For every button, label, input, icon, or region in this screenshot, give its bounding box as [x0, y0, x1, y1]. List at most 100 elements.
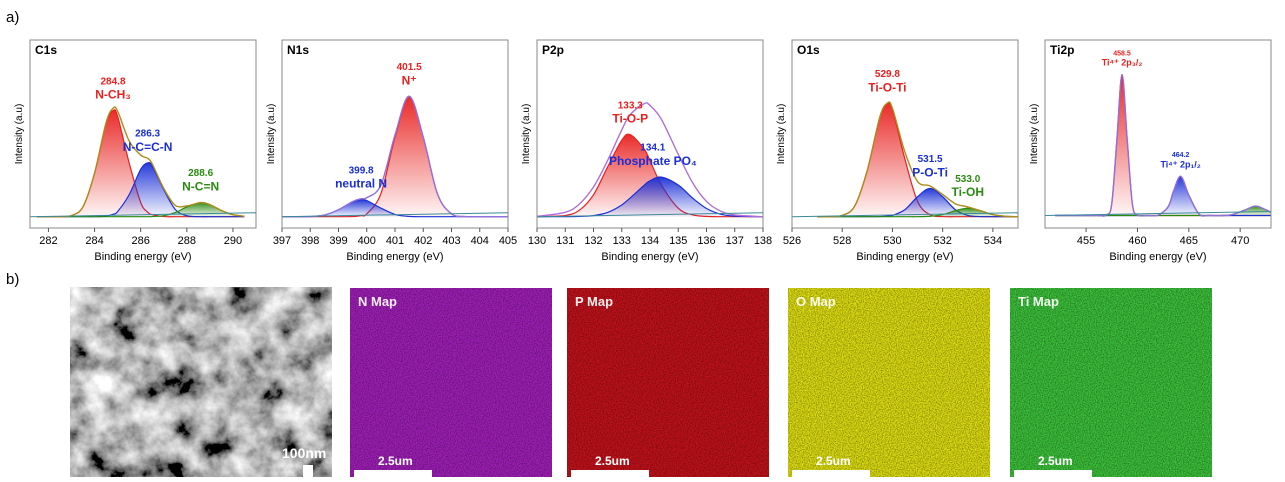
x-tick-label: 526	[783, 235, 801, 247]
peak-position: 401.5	[397, 62, 422, 73]
plot-area	[792, 101, 1018, 218]
chart-title: P2p	[542, 43, 564, 57]
panel-label: a)	[6, 9, 19, 26]
scale-label: 2.5um	[595, 454, 630, 468]
scale-label: 100nm	[282, 445, 326, 461]
peak-area	[36, 162, 245, 217]
x-tick-label: 460	[1128, 235, 1146, 247]
peak-position: 533.0	[955, 174, 980, 185]
x-tick-label: 399	[329, 235, 347, 247]
x-axis-label: Binding energy (eV)	[856, 251, 953, 263]
map-title: N Map	[358, 294, 397, 309]
plot-area	[282, 95, 508, 218]
peak-label: N⁺	[402, 73, 417, 87]
scale-label: 2.5um	[378, 454, 413, 468]
y-axis-label: Intensity (a.u)	[521, 104, 532, 165]
map-texture	[350, 288, 552, 477]
peak-label: Ti-O-Ti	[868, 81, 906, 95]
scale-bar	[303, 465, 313, 477]
peak-position: 286.3	[135, 129, 160, 140]
peak-area	[537, 134, 763, 217]
x-tick-label: 397	[273, 235, 291, 247]
peak-position: 284.8	[101, 76, 126, 87]
chart-title: N1s	[287, 43, 309, 57]
x-axis-label: Binding energy (eV)	[1109, 251, 1206, 263]
x-tick-label: 135	[669, 235, 687, 247]
x-tick-label: 136	[697, 235, 715, 247]
plot-frame	[791, 39, 1019, 229]
scale-bar	[571, 470, 649, 477]
peak-label: Ti⁴⁺ 2p₁/₂	[1160, 160, 1200, 170]
peak-label: N-C=N	[182, 179, 219, 193]
x-tick-label: 286	[132, 235, 150, 247]
peak-position: 288.6	[188, 168, 213, 179]
peak-area	[282, 96, 508, 217]
plot-frame	[29, 39, 257, 229]
x-tick-label: 138	[754, 235, 772, 247]
x-tick-label: 530	[883, 235, 901, 247]
envelope-line	[282, 95, 508, 218]
plot-area	[1045, 73, 1271, 217]
map-texture	[788, 288, 990, 477]
peak-area	[817, 102, 1018, 217]
map-texture	[567, 288, 769, 477]
scale-label: 2.5um	[816, 454, 851, 468]
peak-label: N-C=C-N	[123, 140, 173, 154]
sem-image	[70, 287, 332, 477]
peak-label: Phosphate PO₄	[609, 154, 697, 168]
map-texture	[1010, 288, 1212, 477]
x-tick-label: 134	[641, 235, 659, 247]
x-tick-label: 290	[224, 235, 242, 247]
x-tick-label: 405	[499, 235, 517, 247]
x-tick-label: 132	[584, 235, 602, 247]
peak-position: 133.3	[618, 100, 643, 111]
peak-area	[817, 208, 1018, 217]
peak-label: neutral N	[335, 177, 387, 191]
plot-area	[30, 106, 256, 218]
peak-label: Ti-O-P	[612, 112, 648, 126]
map-title: P Map	[575, 294, 613, 309]
x-tick-label: 534	[984, 235, 1002, 247]
chart-title: C1s	[35, 43, 57, 57]
envelope-line	[36, 106, 245, 218]
chart-title: O1s	[797, 43, 820, 57]
peak-label: P-O-Ti	[912, 165, 948, 179]
x-tick-label: 284	[85, 235, 103, 247]
x-tick-label: 130	[528, 235, 546, 247]
baseline	[30, 212, 256, 218]
x-tick-label: 288	[178, 235, 196, 247]
peak-label: Ti-OH	[952, 185, 984, 199]
peak-area	[1055, 176, 1271, 216]
scale-bar	[1014, 470, 1092, 477]
x-tick-label: 403	[442, 235, 460, 247]
peak-line	[1055, 175, 1271, 217]
plot-frame	[1044, 39, 1272, 229]
baseline	[1045, 210, 1271, 216]
peak-label: N-CH₃	[95, 88, 131, 102]
peak-area	[282, 199, 508, 217]
peak-area	[817, 188, 1018, 217]
map-title: O Map	[796, 294, 836, 309]
x-tick-label: 465	[1180, 235, 1198, 247]
plot-area	[537, 102, 763, 218]
peak-area	[1055, 206, 1271, 216]
envelope-line	[817, 101, 1018, 218]
map-title: Ti Map	[1018, 294, 1059, 309]
x-tick-label: 528	[833, 235, 851, 247]
scale-bar	[792, 470, 870, 477]
x-tick-label: 398	[301, 235, 319, 247]
x-axis-label: Binding energy (eV)	[601, 251, 698, 263]
baseline	[282, 212, 508, 218]
y-axis-label: Intensity (a.u)	[776, 104, 787, 165]
baseline	[537, 212, 763, 218]
baseline	[792, 212, 1018, 218]
x-tick-label: 400	[358, 235, 376, 247]
peak-label: Ti⁴⁺ 2p₃/₂	[1102, 58, 1143, 68]
x-tick-label: 131	[556, 235, 574, 247]
scale-label: 2.5um	[1038, 454, 1073, 468]
peak-line	[1055, 73, 1271, 217]
y-axis-label: Intensity (a.u)	[1029, 104, 1040, 165]
y-axis-label: Intensity (a.u)	[14, 104, 25, 165]
